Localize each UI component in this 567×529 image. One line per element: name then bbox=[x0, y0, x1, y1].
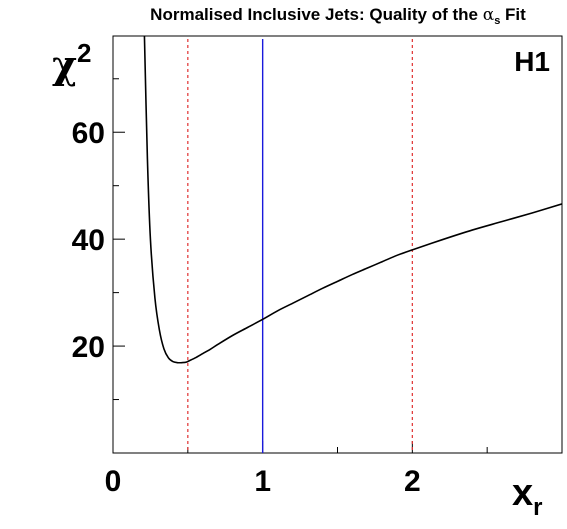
x-axis-label-subscript: r bbox=[533, 494, 542, 521]
chart-title-symbol: α bbox=[483, 5, 495, 25]
plot-frame bbox=[112, 35, 563, 454]
y-axis-label-symbol: χ bbox=[52, 42, 77, 87]
chart-title-main: Normalised Inclusive Jets: Quality of th… bbox=[150, 5, 483, 24]
x-axis-label: xr bbox=[512, 472, 542, 521]
chart-title-subscript: s bbox=[494, 15, 500, 27]
chart-title: Normalised Inclusive Jets: Quality of th… bbox=[150, 5, 526, 27]
chi2-curve bbox=[143, 36, 562, 364]
chart-title-tail: Fit bbox=[500, 5, 526, 24]
y-axis-label-superscript: 2 bbox=[77, 38, 91, 68]
y-tick-label: 40 bbox=[72, 224, 105, 257]
x-axis-label-main: x bbox=[512, 472, 533, 514]
y-tick-label: 20 bbox=[72, 331, 105, 364]
x-tick-label: 1 bbox=[254, 465, 271, 498]
x-tick-label: 0 bbox=[105, 465, 122, 498]
h1-logo: H1 bbox=[514, 46, 550, 77]
y-tick-label: 60 bbox=[72, 117, 105, 150]
y-axis-label: χ2 bbox=[52, 38, 91, 87]
x-tick-label: 2 bbox=[404, 465, 421, 498]
plot-area: 0 1 2 20 40 60 bbox=[72, 35, 563, 498]
